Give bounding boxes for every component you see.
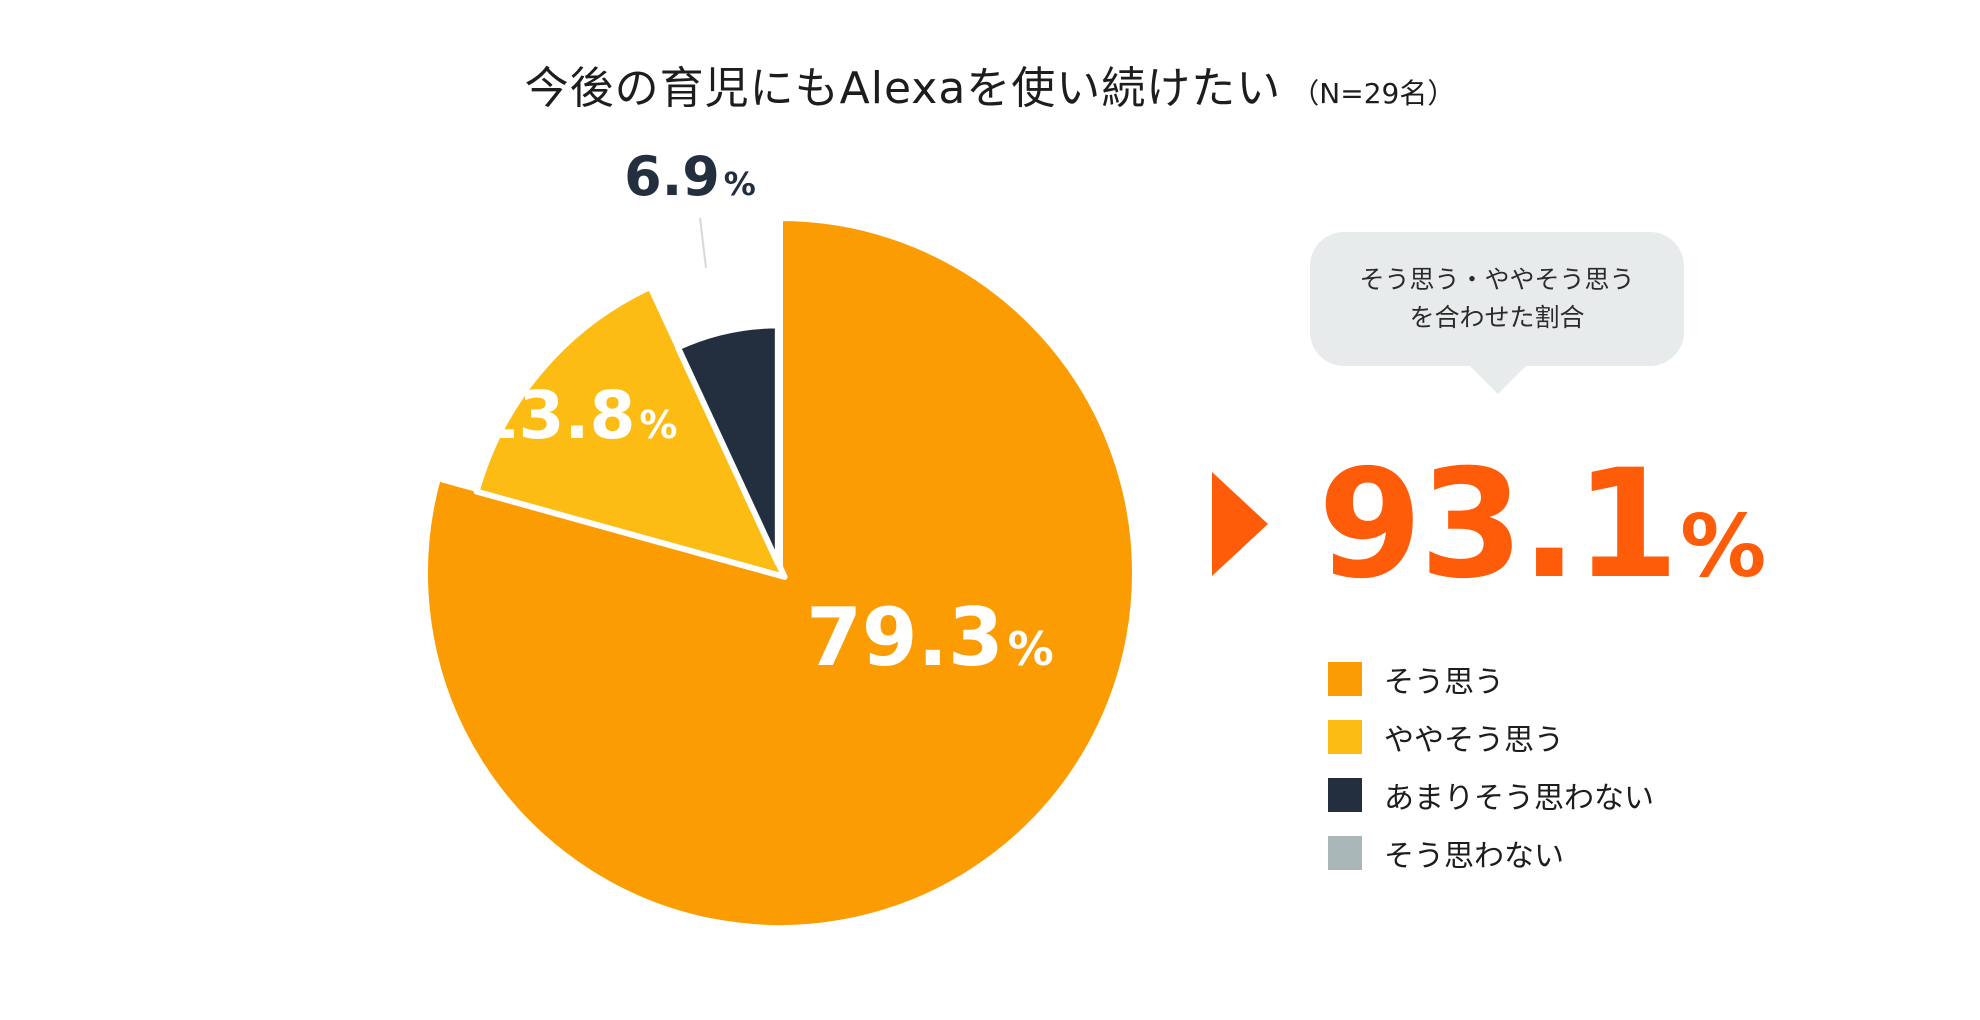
combined-total-unit: %	[1680, 497, 1766, 597]
pie-slice-label-unit: %	[1008, 622, 1054, 676]
legend-swatch	[1328, 836, 1362, 870]
callout-bubble-line2: を合わせた割合	[1409, 303, 1585, 332]
legend-label: ややそう思う	[1384, 723, 1564, 758]
chart-title: 今後の育児にもAlexaを使い続けたい （N=29名）	[0, 52, 1980, 116]
callout-bubble-line1: そう思う・ややそう思う	[1359, 265, 1635, 294]
pie-slice	[473, 283, 788, 580]
pie-slice	[674, 322, 781, 567]
pie-slices	[422, 215, 1138, 931]
legend-item-yaya-so-omou: ややそう思う	[1328, 708, 1654, 766]
combined-total: 93.1%	[1318, 438, 1766, 612]
pie-slice	[422, 215, 1138, 931]
legend-item-so-omowanai: そう思わない	[1328, 824, 1654, 882]
arrow-right-icon	[1212, 472, 1268, 576]
pie-slice-label: 13.8%	[473, 377, 678, 454]
pie-labels: 79.3%13.8 %6.9%	[473, 145, 1054, 684]
legend-swatch	[1328, 778, 1362, 812]
chart-sample-size: （N=29名）	[1291, 77, 1456, 110]
legend-label: あまりそう思わない	[1384, 781, 1654, 816]
pie-slice-label-unit: %	[639, 403, 677, 447]
pie-slice-label-value: 79.3	[806, 591, 1003, 684]
legend: そう思う ややそう思う あまりそう思わない そう思わない	[1328, 650, 1654, 882]
callout-bubble: そう思う・ややそう思う を合わせた割合	[1310, 232, 1684, 366]
pie-slice-label-unit: %	[724, 165, 756, 203]
legend-label: そう思う	[1384, 665, 1504, 700]
pie-slice-label-value: 13.8	[473, 377, 636, 454]
callout-bubble-tail	[1470, 366, 1526, 394]
legend-item-so-omou: そう思う	[1328, 650, 1654, 708]
pie-slice-label: 79.3%	[806, 591, 1053, 684]
pie-slice-label: 6.9%	[624, 145, 756, 208]
pie-slice-label-value: 6.9	[624, 145, 720, 208]
legend-swatch	[1328, 720, 1362, 754]
legend-item-amari-so-omowanai: あまりそう思わない	[1328, 766, 1654, 824]
legend-label: そう思わない	[1384, 839, 1564, 874]
legend-swatch	[1328, 662, 1362, 696]
pie-label-leader-line	[699, 217, 707, 269]
chart-title-main: 今後の育児にもAlexaを使い続けたい	[524, 63, 1282, 114]
combined-total-value: 93.1	[1318, 438, 1679, 612]
